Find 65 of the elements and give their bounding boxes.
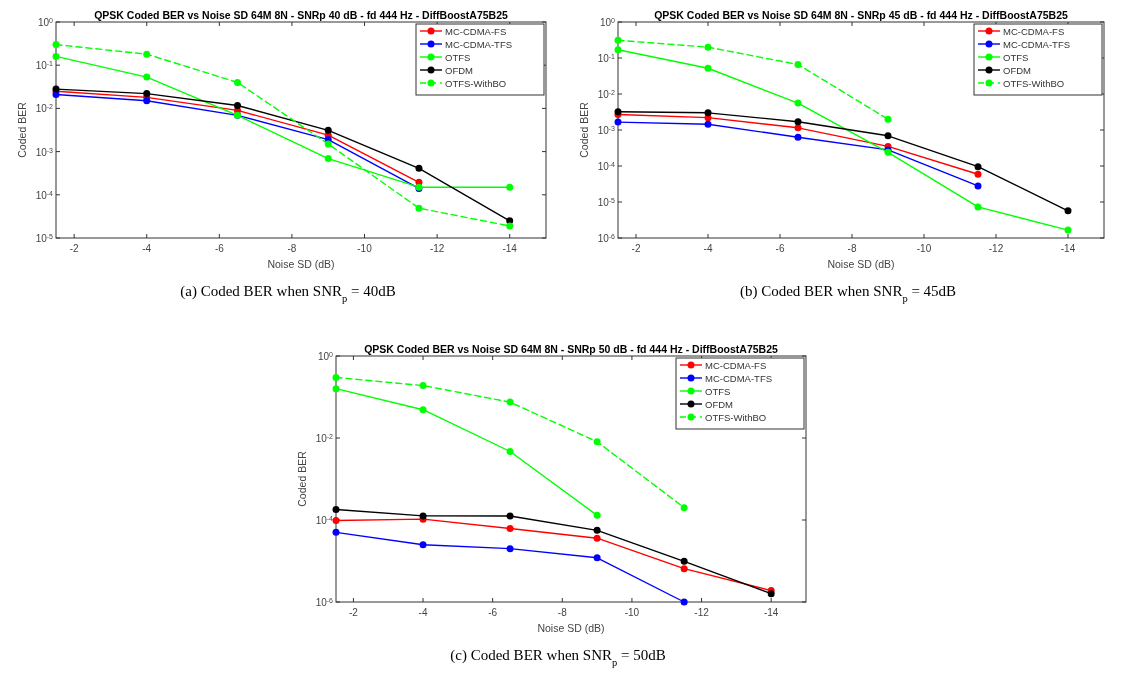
x-tick-label: -2 xyxy=(631,243,641,254)
x-tick-label: -14 xyxy=(763,607,779,618)
y-tick-label: 10$^{-3}$ xyxy=(35,146,54,158)
y-tick-label: 10$^{-6}$ xyxy=(597,232,616,244)
legend-label: MC-CDMA-FS xyxy=(705,360,767,371)
y-tick-label: 10$^{-1}$ xyxy=(597,52,616,64)
x-tick-label: -6 xyxy=(214,243,225,254)
chart-title: QPSK Coded BER vs Noise SD 64M 8N - SNRp 50 dB - fd 444 Hz - DiffBoostA75B25 xyxy=(364,343,778,355)
y-tick-label: 10$^{-4}$ xyxy=(315,514,334,526)
legend-label: OTFS xyxy=(445,52,471,63)
chart-title: QPSK Coded BER vs Noise SD 64M 8N - SNRp 40 dB - fd 444 Hz - DiffBoostA75B25 xyxy=(94,9,508,21)
legend-label: MC-CDMA-FS xyxy=(445,26,507,37)
x-tick-label: -8 xyxy=(287,243,297,254)
x-tick-label: -10 xyxy=(357,243,373,254)
x-tick-label: -4 xyxy=(142,243,152,254)
legend-label: MC-CDMA-TFS xyxy=(445,39,513,50)
y-tick-label: 10$^{-4}$ xyxy=(35,189,54,201)
y-tick-label: 10$^{-2}$ xyxy=(35,102,54,115)
x-tick-label: -6 xyxy=(775,243,785,254)
legend-label: OTFS xyxy=(705,386,731,397)
x-tick-label: -8 xyxy=(847,243,857,254)
y-tick-label: 10$^{-5}$ xyxy=(35,232,54,244)
x-tick-label: -4 xyxy=(418,607,428,618)
text: (c) Coded BER when SNR$_{p}$ = 50dB xyxy=(450,647,666,668)
x-tick-label: -12 xyxy=(429,243,445,254)
y-tick-label: 10$^{0}$ xyxy=(317,350,334,362)
y-tick-label: 10$^{-4}$ xyxy=(597,160,616,172)
y-tick-label: 10$^{-2}$ xyxy=(597,88,616,100)
x-tick-label: -6 xyxy=(488,607,498,618)
legend-label: OFDM xyxy=(705,399,734,410)
x-tick-label: -14 xyxy=(1060,243,1076,254)
legend-label: MC-CDMA-FS xyxy=(1003,26,1065,37)
legend-label: OFDM xyxy=(445,65,474,76)
y-tick-label: 10$^{-3}$ xyxy=(597,124,616,136)
x-tick-label: -10 xyxy=(916,243,932,254)
y-tick-label: 10$^{0}$ xyxy=(599,16,616,28)
y-tick-label: 10$^{-2}$ xyxy=(315,432,334,444)
legend-label: OTFS-WithBO xyxy=(1003,78,1065,89)
y-axis-title: Coded BER xyxy=(16,101,28,158)
x-tick-label: -4 xyxy=(703,243,713,254)
x-tick-label: -12 xyxy=(988,243,1004,254)
chart-title: QPSK Coded BER vs Noise SD 64M 8N - SNRp 45 dB - fd 444 Hz - DiffBoostA75B25 xyxy=(654,9,1068,21)
legend-label: OTFS-WithBO xyxy=(705,412,767,423)
legend-label: MC-CDMA-TFS xyxy=(1003,39,1071,50)
legend-label: OTFS-WithBO xyxy=(445,78,507,89)
text: (a) Coded BER when SNR$_{p}$ = 40dB xyxy=(180,283,396,304)
legend-label: OTFS xyxy=(1003,52,1029,63)
y-tick-label: 10$^{-1}$ xyxy=(35,59,54,72)
x-tick-label: -2 xyxy=(348,607,359,618)
x-tick-label: -2 xyxy=(69,243,80,254)
x-axis-title: Noise SD (dB) xyxy=(827,258,895,270)
y-tick-label: 10$^{-6}$ xyxy=(315,596,334,608)
x-tick-label: -8 xyxy=(557,607,568,618)
x-axis-title: Noise SD (dB) xyxy=(537,622,605,634)
x-axis-title: Noise SD (dB) xyxy=(267,258,335,270)
y-axis-title: Coded BER xyxy=(296,450,308,507)
x-tick-label: -12 xyxy=(694,607,710,618)
x-tick-label: -14 xyxy=(502,243,518,254)
legend-label: OFDM xyxy=(1003,65,1032,76)
text: (b) Coded BER when SNR$_{p}$ = 45dB xyxy=(739,283,957,304)
y-axis-title: Coded BER xyxy=(578,101,590,158)
x-tick-label: -10 xyxy=(624,607,640,618)
legend-label: MC-CDMA-TFS xyxy=(705,373,773,384)
y-tick-label: 10$^{0}$ xyxy=(37,16,54,28)
y-tick-label: 10$^{-5}$ xyxy=(597,196,616,208)
